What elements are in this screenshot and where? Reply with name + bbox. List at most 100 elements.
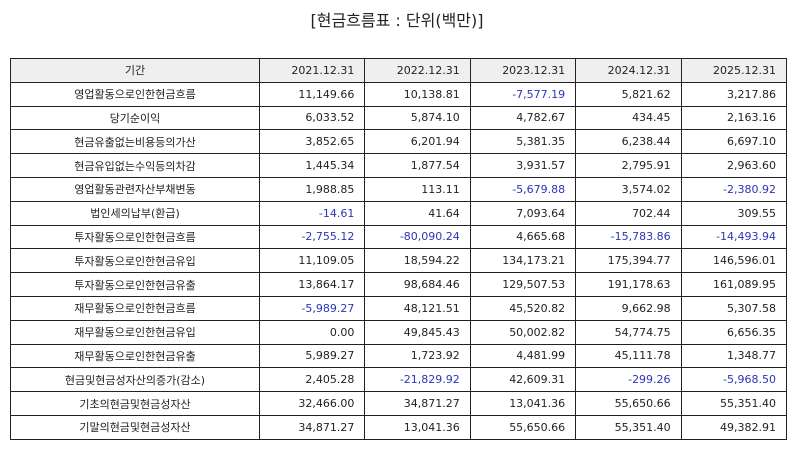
value-cell: 13,041.36 [469, 391, 577, 416]
value-cell: 55,351.40 [680, 391, 787, 416]
value-cell: 55,351.40 [575, 414, 682, 440]
value-cell: 309.55 [680, 200, 787, 226]
value-cell: 0.00 [258, 319, 366, 345]
value-cell: 9,662.98 [575, 295, 682, 321]
value-cell: 42,609.31 [469, 367, 577, 393]
table-row: 기말의현금및현금성자산 34,871.27 13,041.36 55,650.66 55… [10, 414, 787, 440]
value-cell: 54,774.75 [575, 319, 682, 345]
value-cell: 1,877.54 [364, 153, 471, 178]
table-row: 현금유출없는비용등의가산 3,852.65 6,201.94 5,381.35 6,23… [10, 129, 787, 155]
value-cell: 98,684.46 [364, 272, 471, 297]
value-cell: 7,093.64 [469, 200, 577, 226]
value-cell: -299.26 [575, 367, 682, 393]
value-cell: 10,138.81 [364, 81, 471, 107]
row-label: 기초의현금및현금성자산 [10, 391, 260, 416]
value-cell: 6,697.10 [680, 129, 787, 155]
value-cell: 5,874.10 [364, 105, 471, 131]
value-cell: 6,201.94 [364, 129, 471, 155]
value-cell: 161,089.95 [680, 272, 787, 297]
value-cell: 11,109.05 [258, 248, 366, 274]
value-cell: 34,871.27 [364, 391, 471, 416]
row-label: 기말의현금및현금성자산 [10, 414, 260, 440]
value-cell: -5,989.27 [258, 295, 366, 321]
row-label: 재무활동으로인한현금유출 [10, 343, 260, 369]
value-cell: -5,679.88 [469, 176, 577, 202]
header-period: 기간 [10, 58, 260, 83]
header-year: 2024.12.31 [575, 58, 682, 83]
row-label: 투자활동으로인한현금유출 [10, 272, 260, 297]
value-cell: 1,723.92 [364, 343, 471, 369]
value-cell: 1,445.34 [258, 153, 366, 178]
value-cell: -2,755.12 [258, 224, 366, 250]
value-cell: 702.44 [575, 200, 682, 226]
value-cell: 3,852.65 [258, 129, 366, 155]
row-label: 법인세의납부(환급) [10, 200, 260, 226]
value-cell: 55,650.66 [575, 391, 682, 416]
header-year: 2021.12.31 [258, 58, 366, 83]
value-cell: 146,596.01 [680, 248, 787, 274]
value-cell: 32,466.00 [258, 391, 366, 416]
row-label: 현금유입없는수익등의차감 [10, 153, 260, 178]
value-cell: -7,577.19 [469, 81, 577, 107]
value-cell: 4,481.99 [469, 343, 577, 369]
table-row: 재무활동으로인한현금유출 5,989.27 1,723.92 4,481.99 45,1… [10, 343, 787, 369]
value-cell: 113.11 [364, 176, 471, 202]
value-cell: 49,382.91 [680, 414, 787, 440]
row-label: 투자활동으로인한현금흐름 [10, 224, 260, 250]
value-cell: 13,864.17 [258, 272, 366, 297]
table-row: 투자활동으로인한현금유출 13,864.17 98,684.46 129,507.53… [10, 272, 787, 297]
table-row: 기초의현금및현금성자산 32,466.00 34,871.27 13,041.36 55… [10, 391, 787, 416]
table-row: 법인세의납부(환급) -14.61 41.64 7,093.64 702.44 309.5… [10, 200, 787, 226]
value-cell: 134,173.21 [469, 248, 577, 274]
row-label: 재무활동으로인한현금흐름 [10, 295, 260, 321]
cash-flow-table: 기간 2021.12.31 2022.12.31 2023.12.31 2024… [10, 58, 787, 440]
value-cell: 11,149.66 [258, 81, 366, 107]
value-cell: -80,090.24 [364, 224, 471, 250]
value-cell: 1,988.85 [258, 176, 366, 202]
value-cell: 2,405.28 [258, 367, 366, 393]
value-cell: 5,821.62 [575, 81, 682, 107]
value-cell: 5,381.35 [469, 129, 577, 155]
value-cell: 129,507.53 [469, 272, 577, 297]
table-row: 재무활동으로인한현금유입 0.00 49,845.43 50,002.82 54,774… [10, 319, 787, 345]
value-cell: 434.45 [575, 105, 682, 131]
value-cell: -15,783.86 [575, 224, 682, 250]
header-row: 기간 2021.12.31 2022.12.31 2023.12.31 2024… [10, 58, 787, 83]
row-label: 현금유출없는비용등의가산 [10, 129, 260, 155]
row-label: 영업활동관련자산부채변동 [10, 176, 260, 202]
value-cell: 3,217.86 [680, 81, 787, 107]
table-row: 투자활동으로인한현금흐름 -2,755.12 -80,090.24 4,665.68-… [10, 224, 787, 250]
value-cell: -14,493.94 [680, 224, 787, 250]
value-cell: 2,963.60 [680, 153, 787, 178]
value-cell: 175,394.77 [575, 248, 682, 274]
value-cell: 4,782.67 [469, 105, 577, 131]
value-cell: 1,348.77 [680, 343, 787, 369]
row-label: 영업활동으로인한현금흐름 [10, 81, 260, 107]
page-title: [현금흐름표 : 단위(백만)] [310, 11, 484, 30]
header-year: 2023.12.31 [469, 58, 577, 83]
value-cell: 34,871.27 [258, 414, 366, 440]
row-label: 현금및현금성자산의증가(감소) [10, 367, 260, 393]
value-cell: 191,178.63 [575, 272, 682, 297]
table-row: 현금및현금성자산의증가(감소) 2,405.28 -21,829.92 42,609.… [10, 367, 787, 393]
header-year: 2022.12.31 [364, 58, 471, 83]
value-cell: 13,041.36 [364, 414, 471, 440]
value-cell: -5,968.50 [680, 367, 787, 393]
value-cell: 45,111.78 [575, 343, 682, 369]
value-cell: -14.61 [258, 200, 366, 226]
value-cell: 6,656.35 [680, 319, 787, 345]
value-cell: 2,795.91 [575, 153, 682, 178]
table-row: 영업활동으로인한현금흐름 11,149.66 10,138.81 -7,577.19 5… [10, 81, 787, 107]
table-body: 영업활동으로인한현금흐름 11,149.66 10,138.81 -7,577.19 5… [10, 81, 787, 440]
value-cell: -2,380.92 [680, 176, 787, 202]
value-cell: 48,121.51 [364, 295, 471, 321]
table-row: 재무활동으로인한현금흐름 -5,989.27 48,121.51 45,520.82 9… [10, 295, 787, 321]
value-cell: 41.64 [364, 200, 471, 226]
value-cell: 49,845.43 [364, 319, 471, 345]
value-cell: 4,665.68 [469, 224, 577, 250]
value-cell: 6,033.52 [258, 105, 366, 131]
value-cell: 18,594.22 [364, 248, 471, 274]
value-cell: 3,574.02 [575, 176, 682, 202]
header-year: 2025.12.31 [680, 58, 787, 83]
table-row: 영업활동관련자산부채변동 1,988.85 113.11 -5,679.88 3,574… [10, 176, 787, 202]
